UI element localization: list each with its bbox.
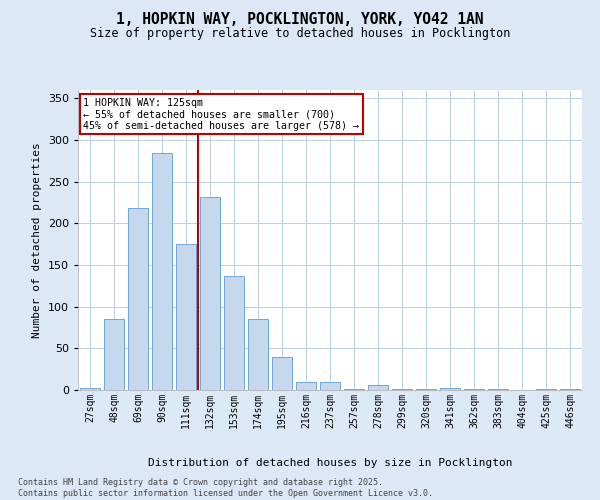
Bar (272, 356, 292, 390)
Bar (416, 389, 436, 390)
Text: Size of property relative to detached houses in Pocklington: Size of property relative to detached ho… (90, 28, 510, 40)
Text: Contains HM Land Registry data © Crown copyright and database right 2025.
Contai: Contains HM Land Registry data © Crown c… (18, 478, 433, 498)
Bar (392, 389, 412, 390)
Bar (344, 389, 364, 390)
Bar (224, 276, 244, 390)
Bar (128, 208, 148, 390)
Text: 1, HOPKIN WAY, POCKLINGTON, YORK, YO42 1AN: 1, HOPKIN WAY, POCKLINGTON, YORK, YO42 1… (116, 12, 484, 28)
Bar (488, 389, 508, 390)
Bar (152, 152, 172, 390)
Text: 1 HOPKIN WAY: 125sqm
← 55% of detached houses are smaller (700)
45% of semi-deta: 1 HOPKIN WAY: 125sqm ← 55% of detached h… (83, 98, 359, 130)
Bar (320, 382, 340, 390)
Bar (104, 319, 124, 390)
Bar (296, 382, 316, 390)
Bar (440, 388, 460, 390)
Bar (536, 389, 556, 390)
Bar (368, 385, 388, 390)
Bar (200, 196, 220, 390)
Y-axis label: Number of detached properties: Number of detached properties (32, 142, 42, 338)
Bar (464, 389, 484, 390)
Text: Distribution of detached houses by size in Pocklington: Distribution of detached houses by size … (148, 458, 512, 468)
Bar (560, 389, 580, 390)
Bar (176, 244, 196, 390)
Bar (80, 388, 100, 390)
Bar (248, 319, 268, 390)
